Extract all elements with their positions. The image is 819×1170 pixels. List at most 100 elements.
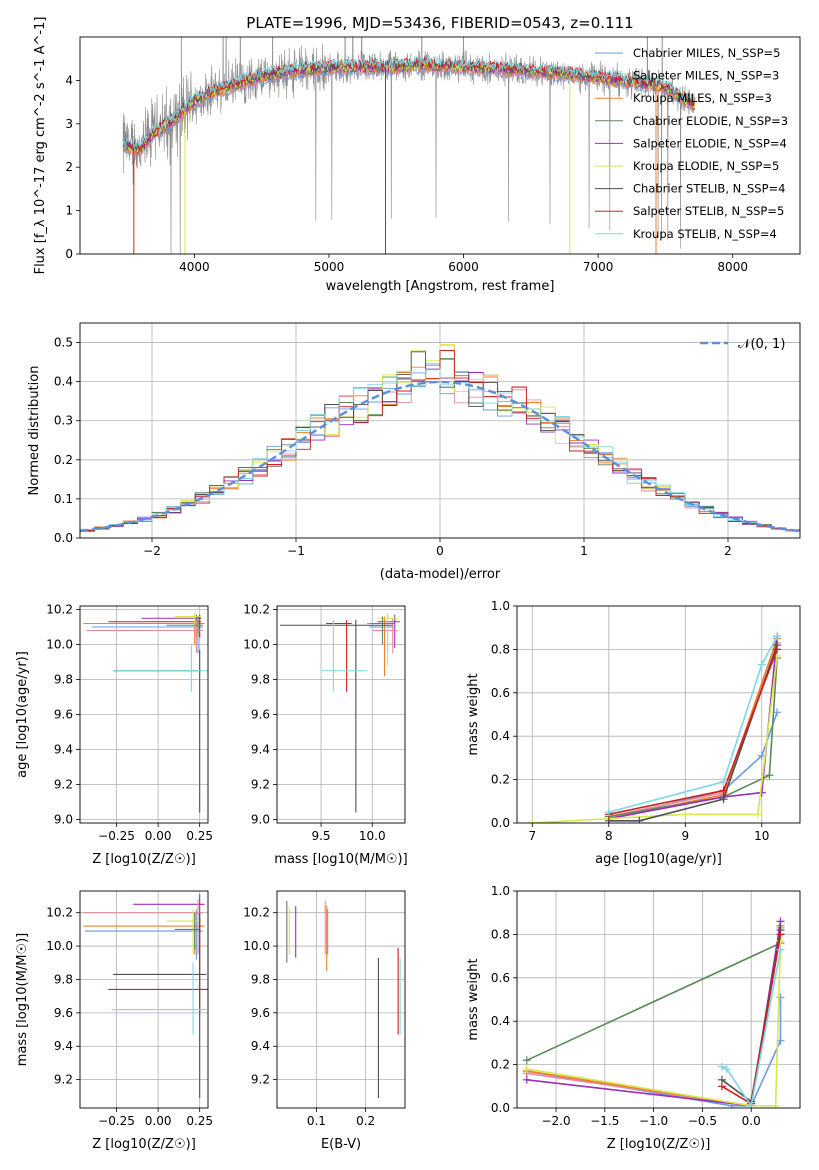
axes-frame <box>516 605 801 824</box>
y-tick-label: 9.6 <box>54 1006 73 1020</box>
weight-line <box>608 658 778 818</box>
y-tick-label: 9.2 <box>54 778 73 792</box>
weight-line <box>721 949 782 1108</box>
axes-mass-vs-EBV: 0.1 0.2 9.2 9.4 9.6 9.8 10.0 10.2 E(B-V) <box>243 890 406 1152</box>
weight-marker <box>776 993 785 1002</box>
y-tick-label: 0.3 <box>54 414 73 428</box>
y-tick-label: 9.4 <box>54 743 73 757</box>
y-tick-label: 10.0 <box>243 638 270 652</box>
legend-label: Salpeter STELIB, N_SSP=5 <box>633 204 784 218</box>
x-tick-label: 5000 <box>314 260 345 274</box>
weight-marker <box>522 1056 531 1065</box>
x-tick-label: 0.0 <box>742 1114 761 1128</box>
y-tick-label: 9.2 <box>251 1073 270 1087</box>
y-tick-label: 0.5 <box>54 336 73 350</box>
y-tick-label: 9.8 <box>54 673 73 687</box>
weight-line <box>608 636 778 820</box>
x-axis-label: wavelength [Angstrom, rest frame] <box>326 279 555 294</box>
axes-mass-vs-Z: −0.25 0.00 0.25 9.2 9.4 9.6 9.8 10.0 10.2 Z [log1… <box>15 890 213 1152</box>
plot-area-mass-weight-vs-Z <box>517 891 800 1108</box>
y-tick-label: 0.0 <box>491 816 510 830</box>
x-tick-label: −1 <box>287 544 305 558</box>
y-tick-label: 1 <box>65 204 73 218</box>
y-tick-label: 10.2 <box>243 603 270 617</box>
weight-marker <box>776 917 785 926</box>
y-tick-label: 0.6 <box>491 971 510 985</box>
y-tick-label: 9.4 <box>251 1039 270 1053</box>
y-tick-label: 10.0 <box>46 939 73 953</box>
legend-label: Salpeter ELODIE, N_SSP=4 <box>633 136 787 150</box>
x-tick-label: 2 <box>724 544 732 558</box>
y-tick-label: 2 <box>65 160 73 174</box>
axes-mass-weight-vs-age: 7 8 9 10 0.0 0.2 0.4 0.6 0.8 1.0 age [log10(age/yr… <box>466 599 801 867</box>
x-tick-label: 0.1 <box>307 1114 326 1128</box>
plot-area-mass-vs-Z <box>80 891 208 1108</box>
weight-marker <box>773 708 782 717</box>
weight-marker <box>747 1101 756 1108</box>
x-tick-label: 0.00 <box>145 1114 172 1128</box>
y-tick-label: 0.0 <box>54 531 73 545</box>
weight-marker <box>773 645 782 654</box>
y-tick-label: 9.0 <box>251 813 270 827</box>
axes-age-vs-Z: −0.25 0.00 0.25 9.0 9.2 9.4 9.6 9.8 10.0 10.2 Z [l… <box>15 603 213 868</box>
plot-area-age-vs-mass <box>277 606 405 823</box>
axes-frame <box>79 890 209 1109</box>
plot-area-age-vs-Z <box>80 606 208 823</box>
y-tick-label: 4 <box>65 73 73 87</box>
plot-area-mass-weight-vs-age <box>517 606 800 823</box>
y-tick-label: 9.4 <box>54 1039 73 1053</box>
weight-line <box>526 942 781 1062</box>
gaussian-curve <box>80 380 800 533</box>
x-tick-label: −2.0 <box>541 1114 570 1128</box>
x-tick-label: −1.0 <box>639 1114 668 1128</box>
y-tick-label: 0 <box>65 247 73 261</box>
legend-label: Kroupa STELIB, N_SSP=4 <box>633 227 777 241</box>
weight-marker <box>522 1075 531 1084</box>
x-tick-label: 8000 <box>717 260 748 274</box>
legend-label: Salpeter MILES, N_SSP=3 <box>633 69 779 83</box>
y-tick-label: 0.8 <box>491 642 510 656</box>
axes-age-vs-mass: 9.5 10.0 9.0 9.2 9.4 9.6 9.8 10.0 10.2 mass [log1… <box>243 603 407 868</box>
y-tick-label: 0.0 <box>491 1101 510 1115</box>
x-tick-label: −2 <box>143 544 161 558</box>
weight-marker <box>528 819 537 823</box>
weight-line <box>608 638 778 820</box>
weight-marker <box>717 1062 726 1071</box>
axes-spectrum: 4000 5000 6000 7000 8000 0 1 2 3 4 wavelength [Ang… <box>33 17 801 294</box>
axes-frame <box>276 605 406 824</box>
plot-area-residuals <box>80 323 800 538</box>
weight-marker <box>717 1082 726 1091</box>
y-tick-label: 10.2 <box>243 906 270 920</box>
y-tick-label: 10.2 <box>46 906 73 920</box>
axes-frame <box>79 605 209 824</box>
axes-residuals: −2 −1 0 1 2 0.0 0.1 0.2 0.3 0.4 0.5 (data-model)/er… <box>27 322 801 582</box>
weight-marker <box>719 777 728 786</box>
y-axis-label: mass weight <box>466 673 481 755</box>
legend-label: Kroupa MILES, N_SSP=3 <box>633 91 772 105</box>
figure-title: PLATE=1996, MJD=53436, FIBERID=0543, z=0… <box>246 14 633 32</box>
legend-label: Chabrier MILES, N_SSP=5 <box>633 46 780 60</box>
x-tick-label: −0.25 <box>98 1114 135 1128</box>
weight-marker <box>604 808 613 817</box>
y-tick-label: 0.2 <box>491 773 510 787</box>
weight-marker <box>753 810 762 819</box>
y-tick-label: 0.4 <box>491 1014 510 1028</box>
y-tick-label: 0.1 <box>54 492 73 506</box>
x-tick-label: 0.25 <box>186 829 213 843</box>
weight-marker <box>757 660 766 669</box>
weight-marker <box>771 1101 780 1108</box>
weight-marker <box>776 945 785 954</box>
y-tick-label: 10.0 <box>46 638 73 652</box>
y-tick-label: 9.6 <box>54 708 73 722</box>
y-tick-label: 9.0 <box>54 813 73 827</box>
y-tick-label: 9.8 <box>251 972 270 986</box>
y-tick-label: 9.4 <box>251 743 270 757</box>
weight-marker <box>773 632 782 641</box>
y-tick-label: 9.6 <box>251 1006 270 1020</box>
weight-marker <box>719 786 728 795</box>
x-tick-label: 0.2 <box>356 1114 375 1128</box>
model-spectrum-line <box>122 55 696 149</box>
x-tick-label: 7 <box>528 829 536 843</box>
y-tick-label: 0.2 <box>54 453 73 467</box>
y-tick-label: 0.2 <box>491 1058 510 1072</box>
